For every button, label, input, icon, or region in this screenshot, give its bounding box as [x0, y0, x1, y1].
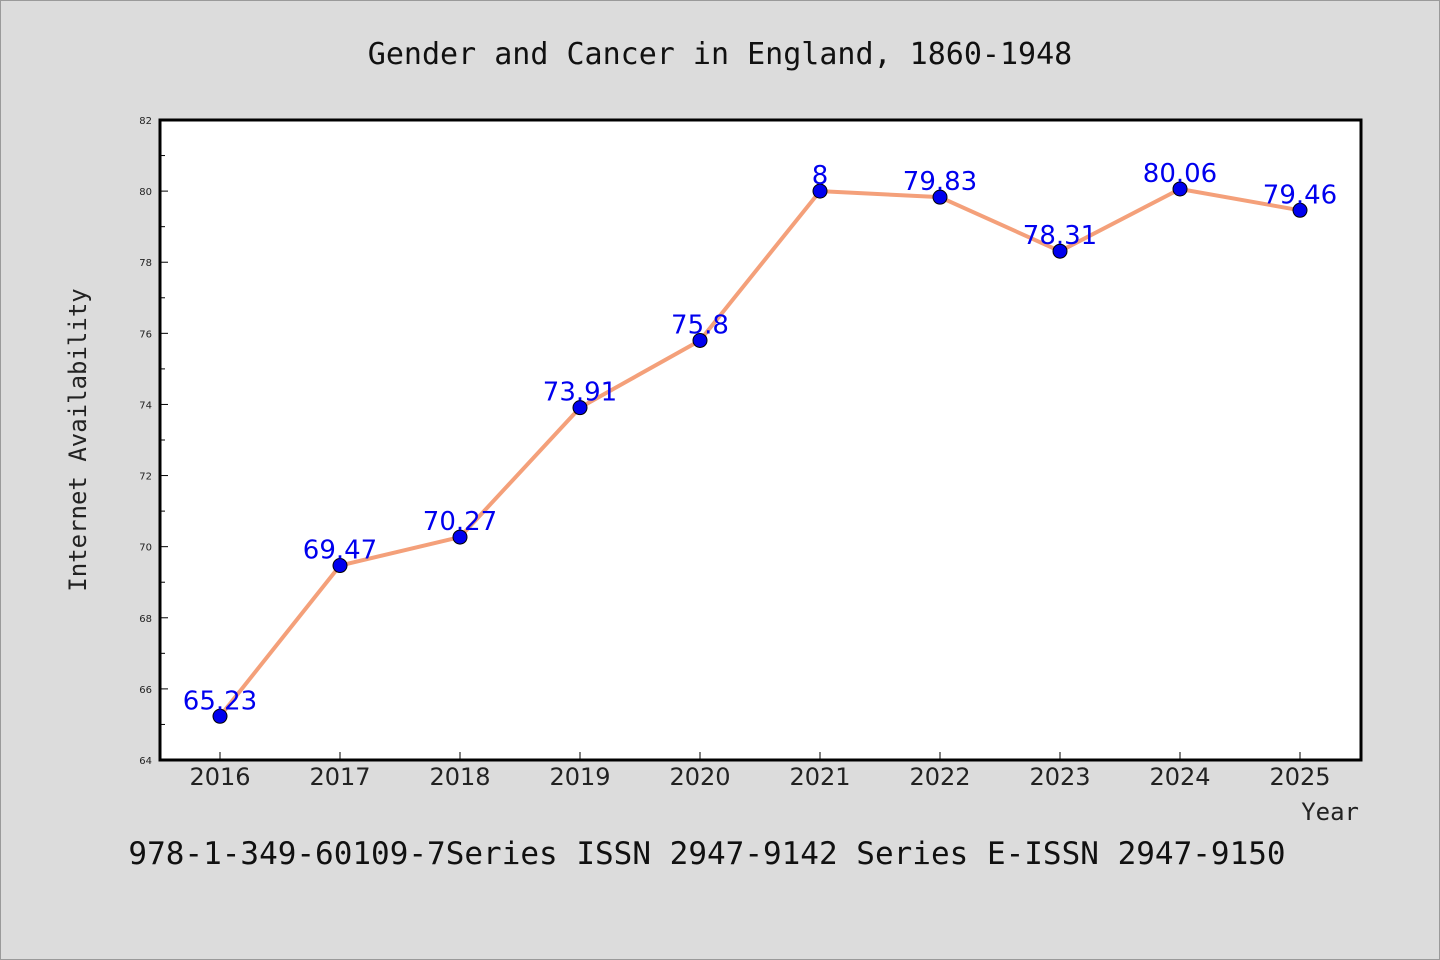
series-line-group [218, 186, 1302, 719]
footer-isbn-text: 978-1-349-60109-7Series ISSN 2947-9142 S… [128, 836, 1285, 872]
data-points [212, 181, 1308, 724]
y-tick-label: 76 [139, 329, 152, 340]
x-tick-label: 2025 [1269, 763, 1330, 791]
data-point [932, 189, 948, 205]
data-label: 79.46 [1263, 180, 1337, 210]
data-point [812, 183, 828, 199]
data-label: 78.31 [1023, 221, 1097, 251]
data-point [1172, 181, 1188, 197]
y-axis-label: Internet Availability [64, 288, 92, 591]
x-tick-label: 2022 [909, 763, 970, 791]
x-tick-label: 2024 [1149, 763, 1210, 791]
y-tick-label: 72 [139, 472, 152, 483]
data-point [1292, 202, 1308, 218]
x-tick-label: 2017 [309, 763, 370, 791]
data-label: 69.47 [303, 536, 377, 566]
data-label: 8 [812, 161, 829, 191]
data-label: 80.06 [1143, 159, 1217, 189]
x-tick-label: 2023 [1029, 763, 1090, 791]
x-tick-label: 2018 [429, 763, 490, 791]
x-tick-label: 2016 [189, 763, 250, 791]
x-axis: 2016 2017 2018 2019 2020 2021 2022 2023 2024 2025 [189, 752, 1331, 791]
plot-area [160, 120, 1361, 760]
data-point [1052, 243, 1068, 259]
data-labels: 65.23 69.47 70.27 73.91 75.8 8 79.83 78.31 80.06… [183, 159, 1337, 716]
x-tick-label: 2021 [789, 763, 850, 791]
data-label: 79.83 [903, 167, 977, 197]
x-tick-label: 2019 [549, 763, 610, 791]
plot-border [158, 118, 1363, 762]
y-tick-label: 80 [139, 187, 152, 198]
y-tick-label: 82 [139, 116, 152, 127]
y-tick-label: 70 [139, 543, 152, 554]
data-label: 73.91 [543, 378, 617, 408]
x-tick-label: 2020 [669, 763, 730, 791]
data-label: 65.23 [183, 686, 257, 716]
data-label: 70.27 [423, 507, 497, 537]
data-point [572, 400, 588, 416]
y-tick-label: 68 [139, 614, 152, 625]
data-point [692, 332, 708, 348]
y-tick-label: 74 [139, 400, 152, 411]
data-label: 75.8 [671, 310, 729, 340]
data-point [212, 708, 228, 724]
chart-title: Gender and Cancer in England, 1860-1948 [368, 37, 1072, 72]
data-point [452, 529, 468, 545]
series-line [218, 186, 1302, 719]
y-tick-label: 64 [139, 756, 152, 767]
y-tick-label: 66 [139, 685, 152, 696]
data-point [332, 558, 348, 574]
x-axis-label: Year [1301, 798, 1359, 826]
y-tick-label: 78 [139, 258, 152, 269]
